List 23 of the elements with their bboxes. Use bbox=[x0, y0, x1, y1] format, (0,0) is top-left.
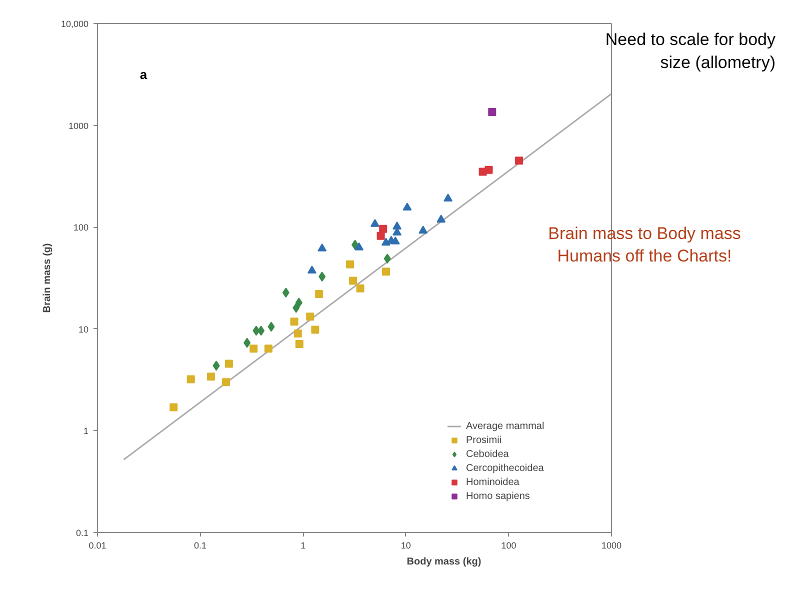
x-tick-label: 0.01 bbox=[88, 540, 106, 550]
y-axis-title: Brain mass (g) bbox=[42, 243, 53, 313]
annotation: Need to scale for body size (allometry) bbox=[605, 30, 776, 72]
y-tick-label: 1 bbox=[83, 426, 89, 436]
legend-label: Ceboidea bbox=[466, 448, 509, 460]
y-tick-label: 10 bbox=[78, 324, 89, 334]
legend-label: Prosimii bbox=[466, 434, 502, 446]
annotation: Brain mass to Body mass Humans off the Charts! bbox=[548, 224, 741, 266]
legend-label: Cercopithecoidea bbox=[466, 462, 544, 474]
y-tick-label: 100 bbox=[73, 222, 89, 233]
x-axis-title: Body mass (kg) bbox=[406, 556, 482, 568]
y-tick-label: 1000 bbox=[68, 120, 89, 131]
legend-label: Homo sapiens bbox=[466, 490, 530, 502]
x-tick-label: 10 bbox=[400, 540, 411, 550]
y-tick-label: 0.1 bbox=[76, 528, 89, 538]
annotation: a bbox=[140, 66, 148, 82]
legend-label: Hominoidea bbox=[466, 476, 520, 488]
x-tick-label: 0.1 bbox=[194, 540, 207, 550]
x-tick-label: 1000 bbox=[601, 540, 622, 550]
y-tick-label: 10,000 bbox=[60, 19, 89, 29]
x-tick-label: 1 bbox=[300, 540, 306, 550]
legend-label: Average mammal bbox=[466, 420, 544, 432]
x-tick-label: 100 bbox=[501, 540, 516, 550]
